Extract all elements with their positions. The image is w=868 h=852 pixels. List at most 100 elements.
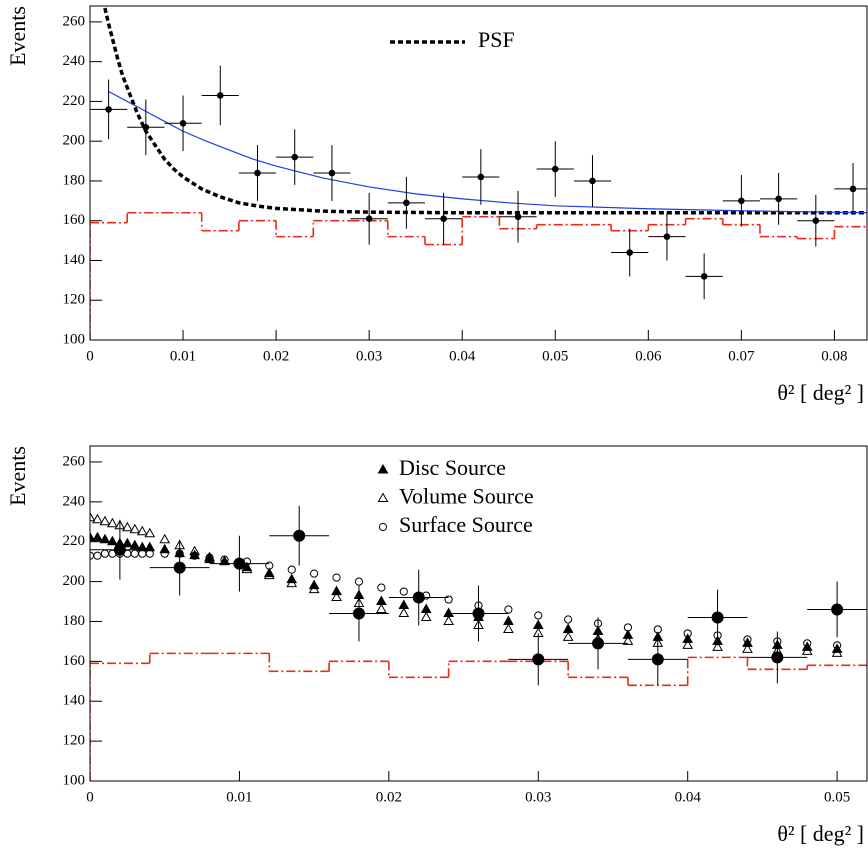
model-point	[420, 603, 432, 614]
plot-area	[90, 505, 867, 781]
model-point	[286, 577, 298, 588]
model-point	[623, 623, 633, 632]
x-tick-label: 0.01	[170, 348, 196, 364]
legend-label: Volume Source	[399, 484, 534, 509]
data-point	[365, 215, 373, 223]
model-point	[504, 605, 513, 614]
data-point	[589, 177, 596, 185]
model-point	[107, 517, 118, 528]
x-tick-label: 0.03	[356, 348, 382, 364]
data-point	[551, 165, 559, 173]
model-point	[159, 533, 171, 544]
y-tick-label: 240	[63, 53, 86, 69]
y-tick-label: 160	[63, 653, 86, 669]
model-point	[831, 647, 843, 657]
x-tick-label: 0.07	[728, 348, 755, 364]
model-point	[99, 515, 111, 526]
data-point	[514, 213, 522, 221]
model-point	[129, 539, 141, 550]
model-point	[682, 633, 694, 643]
model-point	[263, 569, 275, 580]
y-tick-label: 120	[63, 733, 86, 749]
data-point	[105, 106, 112, 113]
data-point	[440, 215, 447, 223]
model-point	[801, 645, 813, 655]
y-tick-label: 200	[63, 573, 86, 589]
data-point	[293, 529, 306, 542]
model-point	[682, 639, 694, 649]
data-point	[216, 92, 224, 99]
data-point	[532, 653, 545, 666]
data-point	[179, 119, 187, 127]
x-tick-label: 0.02	[376, 789, 402, 805]
model-point	[130, 549, 139, 558]
y-tick-label: 180	[63, 613, 86, 629]
model-point	[122, 521, 133, 532]
fit-curve	[103, 7, 867, 215]
model-point	[503, 623, 514, 633]
model-point	[287, 565, 296, 574]
data-point	[291, 153, 299, 161]
x-tick-label: 0	[86, 789, 94, 805]
data-point	[233, 557, 246, 570]
model-point	[308, 583, 320, 594]
model-point	[219, 555, 230, 566]
legend-label: Surface Source	[399, 512, 533, 537]
plot-frame	[89, 5, 868, 341]
x-tick-label: 0.08	[821, 348, 847, 364]
model-point	[205, 553, 214, 562]
model-point	[331, 585, 342, 596]
y-tick-label: 220	[63, 533, 86, 549]
data-point	[626, 249, 634, 256]
model-point	[376, 603, 387, 614]
legend-marker	[378, 522, 388, 532]
y-axis-title: Events	[5, 446, 30, 506]
model-point	[503, 615, 514, 625]
model-point	[443, 607, 454, 617]
model-point	[653, 625, 662, 634]
model-point	[190, 551, 199, 560]
data-point	[663, 233, 671, 240]
data-point	[412, 591, 425, 604]
model-point	[833, 641, 842, 650]
model-point	[683, 629, 692, 638]
y-tick-label: 120	[63, 292, 86, 308]
model-point	[377, 583, 386, 592]
x-tick-label: 0	[86, 348, 94, 364]
x-axis-title: θ² [ deg² ]	[777, 821, 864, 846]
legend-label: PSF	[478, 27, 515, 52]
data-point	[403, 199, 410, 207]
panel: 0 0.01 0.02 0.03 0.04 0.05 0.06 0.07 0.08 100 120 1…	[5, 5, 868, 405]
model-point	[92, 513, 103, 524]
y-tick-label: 100	[63, 772, 86, 788]
y-tick-label: 220	[63, 93, 86, 109]
model-point	[99, 533, 111, 544]
data-point	[775, 195, 782, 203]
data-point	[142, 123, 150, 131]
data-point	[711, 611, 724, 624]
model-point	[189, 545, 200, 556]
y-tick-label: 180	[63, 172, 86, 188]
model-point	[160, 549, 169, 558]
fit-curve	[108, 90, 867, 214]
legend-marker	[377, 463, 389, 474]
x-tick-label: 0.05	[542, 348, 568, 364]
model-point	[100, 549, 110, 558]
model-point	[399, 587, 408, 596]
x-tick-label: 0.02	[263, 348, 289, 364]
model-point	[90, 511, 96, 522]
model-point	[532, 619, 544, 629]
model-point	[90, 531, 96, 542]
data-point	[472, 607, 485, 620]
x-axis-title: θ² [ deg² ]	[777, 380, 864, 405]
data-point	[700, 273, 708, 280]
model-point	[241, 563, 253, 574]
y-tick-label: 140	[63, 252, 86, 268]
data-point	[812, 217, 820, 225]
model-point	[376, 595, 387, 606]
y-tick-label: 160	[63, 212, 86, 228]
model-point	[534, 611, 543, 620]
model-point	[107, 535, 118, 546]
model-point	[332, 573, 341, 582]
plot-area	[90, 7, 867, 340]
